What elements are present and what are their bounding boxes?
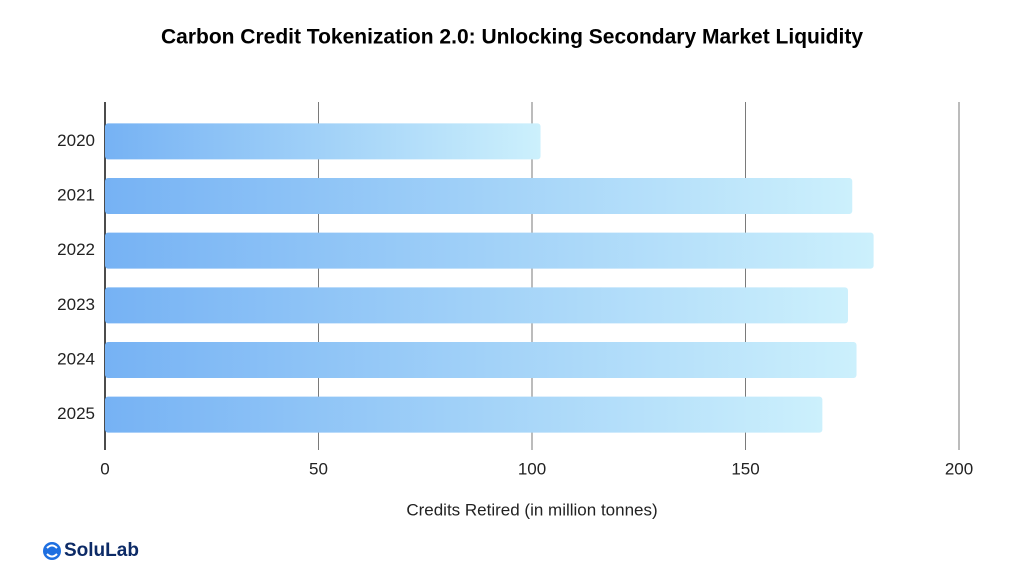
bar [105,287,848,324]
x-tick-label: 50 [309,459,328,478]
bar [105,178,853,214]
logo-icon-mark [46,544,58,558]
bar [105,342,857,378]
chart-title: Carbon Credit Tokenization 2.0: Unlockin… [161,26,863,49]
x-tick-label: 150 [731,459,759,478]
bar [105,396,823,433]
x-tick-label: 100 [518,459,546,478]
x-tick-label: 0 [100,459,109,478]
y-tick-label: 2024 [57,349,95,368]
bar [105,232,874,269]
x-axis-label: Credits Retired (in million tonnes) [406,500,657,519]
y-tick-label: 2020 [57,131,95,150]
y-tick-label: 2021 [57,185,95,204]
logo: SoluLab [43,540,139,561]
x-tick-label: 200 [945,459,973,478]
logo-text: SoluLab [64,540,139,561]
y-tick-label: 2022 [57,240,95,259]
y-tick-label: 2023 [57,295,95,314]
bar [105,123,541,160]
y-tick-label: 2025 [57,404,95,423]
